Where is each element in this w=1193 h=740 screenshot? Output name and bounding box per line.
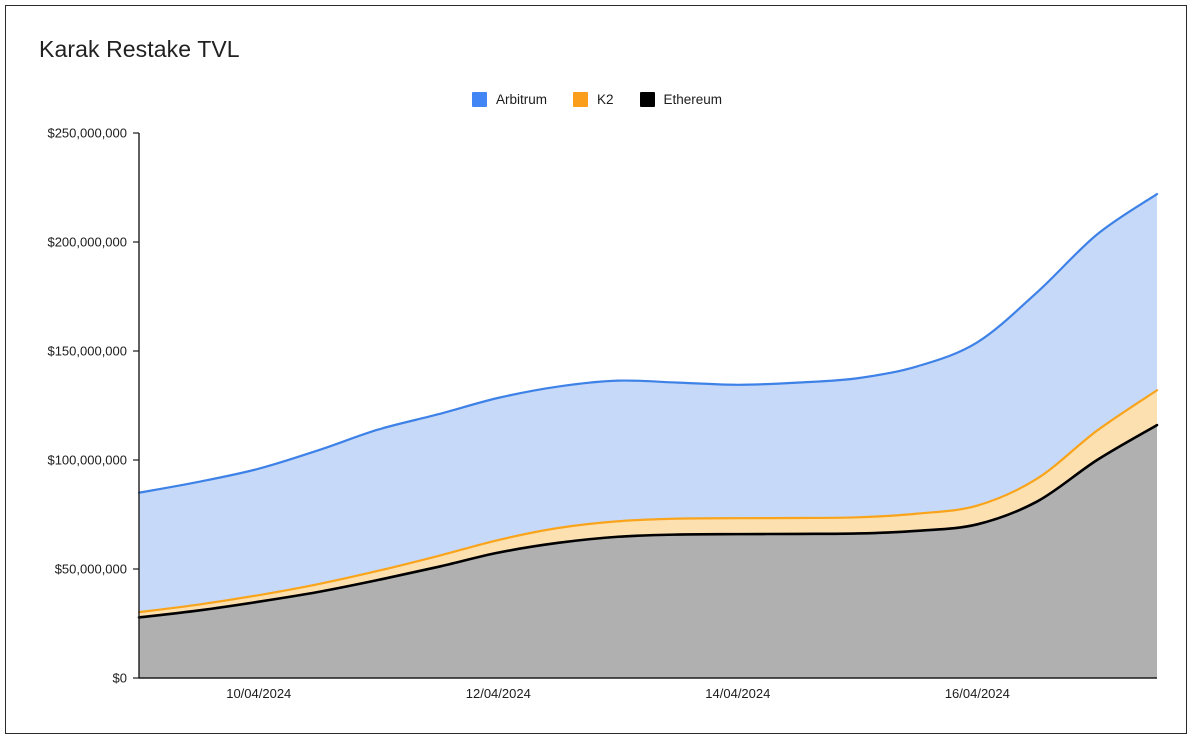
- line-k2: [137, 389, 1159, 614]
- y-tick-label: $150,000,000: [47, 344, 127, 359]
- x-tick-label: 10/04/2024: [226, 686, 291, 701]
- y-tick-label: $100,000,000: [47, 453, 127, 468]
- y-tick-label: $0: [113, 671, 127, 686]
- legend-swatch-k2: [572, 92, 588, 107]
- legend-label-arbitrum: Arbitrum: [495, 92, 547, 107]
- y-axis-ticks: $250,000,000 $200,000,000 $150,000,000 $100…: [47, 126, 139, 686]
- chart-legend: Arbitrum K2 Ethereum: [6, 92, 1186, 107]
- chart-axes: [138, 133, 1157, 679]
- area-chart-plot: $250,000,000 $200,000,000 $150,000,000 $100…: [47, 126, 1159, 701]
- legend-swatch-ethereum: [639, 92, 655, 107]
- x-tick-label: 16/04/2024: [945, 686, 1010, 701]
- page-title: Karak Restake TVL: [39, 36, 240, 62]
- legend-label-ethereum: Ethereum: [663, 92, 723, 107]
- y-tick-label: $200,000,000: [47, 235, 127, 250]
- series-lines: [137, 192, 1159, 619]
- stacked-areas: [139, 194, 1157, 679]
- legend-item-ethereum[interactable]: Ethereum: [639, 92, 723, 107]
- legend-item-arbitrum[interactable]: Arbitrum: [471, 92, 547, 107]
- x-tick-label: 12/04/2024: [466, 686, 531, 701]
- legend-swatch-arbitrum: [471, 92, 487, 107]
- chart-card: Karak Restake TVL Arbitrum K2 Ethereum $…: [5, 5, 1187, 734]
- legend-item-k2[interactable]: K2: [572, 92, 614, 107]
- x-tick-label: 14/04/2024: [705, 686, 770, 701]
- x-axis-ticks: 10/04/2024 12/04/2024 14/04/2024 16/04/2024: [226, 686, 1010, 701]
- area-ethereum: [139, 425, 1157, 678]
- legend-label-k2: K2: [596, 92, 614, 107]
- line-arbitrum: [137, 192, 1159, 494]
- y-tick-label: $50,000,000: [55, 562, 127, 577]
- line-ethereum: [137, 423, 1159, 619]
- y-tick-label: $250,000,000: [47, 126, 127, 141]
